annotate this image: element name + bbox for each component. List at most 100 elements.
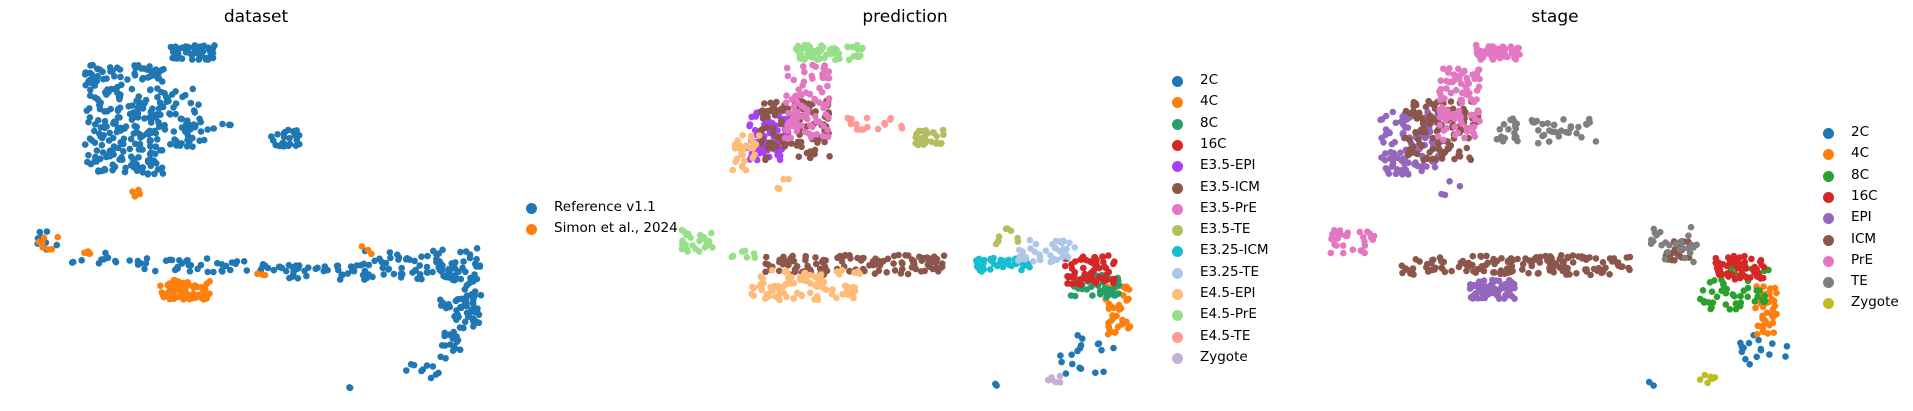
data-point [883, 269, 890, 276]
data-point [1402, 134, 1409, 142]
data-point [1690, 258, 1697, 266]
data-point [1088, 276, 1095, 284]
data-point [1456, 148, 1463, 155]
legend-label: E4.5-PrE [1200, 306, 1257, 323]
data-point [101, 165, 108, 173]
data-point [117, 127, 124, 134]
data-point [1437, 77, 1445, 84]
data-point [784, 127, 792, 135]
data-point [1549, 128, 1556, 136]
data-point [87, 62, 94, 69]
data-point [178, 260, 186, 267]
data-point [1741, 258, 1749, 266]
data-point [141, 115, 148, 122]
data-point [843, 283, 850, 290]
data-point [1519, 260, 1527, 268]
data-point [1766, 351, 1773, 358]
data-point [1061, 262, 1069, 270]
data-point [1451, 131, 1459, 139]
data-point [1100, 368, 1107, 376]
data-point [185, 44, 193, 51]
legend-label: E3.5-ICM [1200, 178, 1260, 195]
data-point [1429, 146, 1436, 153]
data-point [1723, 285, 1730, 293]
data-point [829, 286, 836, 293]
legend-marker-icon [1172, 139, 1183, 151]
data-point [824, 133, 832, 141]
data-point [1700, 297, 1708, 305]
data-point [779, 107, 786, 114]
data-point [751, 142, 759, 149]
data-point [1746, 361, 1753, 368]
data-point [1107, 317, 1115, 325]
data-point [1066, 239, 1073, 247]
data-point [768, 145, 776, 152]
data-point [153, 111, 160, 118]
data-point [423, 263, 431, 271]
data-point [1534, 139, 1542, 147]
data-point [1573, 130, 1580, 137]
data-point [1105, 252, 1112, 259]
data-point [1349, 246, 1357, 253]
data-point [1619, 263, 1626, 270]
data-point [402, 255, 410, 263]
data-point [784, 269, 791, 277]
data-point [1044, 376, 1052, 384]
data-point [1450, 71, 1458, 78]
data-point [796, 273, 804, 281]
data-point [1399, 171, 1406, 178]
data-point [185, 261, 192, 269]
data-point [1479, 284, 1486, 292]
data-point [1077, 342, 1085, 349]
data-point [790, 76, 797, 84]
data-point [729, 253, 737, 260]
data-point [115, 144, 122, 152]
data-point [1718, 271, 1726, 278]
data-point [1063, 245, 1070, 253]
data-point [218, 261, 226, 268]
data-point [1664, 248, 1671, 256]
data-point [922, 127, 930, 134]
data-point [938, 140, 945, 147]
data-point [135, 186, 142, 194]
data-point [822, 111, 830, 118]
data-point [324, 266, 331, 274]
data-point [275, 142, 283, 150]
data-point [846, 252, 853, 259]
legend-marker-icon [1172, 76, 1183, 87]
data-point [757, 273, 765, 281]
data-point [1752, 268, 1760, 275]
data-point [286, 135, 293, 142]
data-point [853, 52, 861, 59]
data-point [696, 237, 703, 245]
data-point [819, 132, 827, 140]
data-point [1564, 265, 1571, 272]
data-point [130, 130, 138, 137]
data-point [1650, 382, 1657, 389]
data-point [210, 125, 217, 132]
data-point [806, 90, 814, 98]
data-point [1599, 259, 1607, 266]
data-point [103, 75, 110, 82]
data-point [1540, 131, 1548, 139]
data-point [100, 255, 108, 263]
data-point [397, 274, 405, 281]
data-point [762, 260, 769, 268]
prediction-scatter-plot [678, 41, 1134, 389]
data-point [429, 268, 436, 276]
data-point [1685, 232, 1692, 239]
data-point [1522, 255, 1529, 262]
data-point [360, 260, 368, 268]
data-point [874, 125, 882, 133]
data-point [86, 105, 93, 112]
data-point [275, 263, 283, 271]
data-point [1474, 265, 1481, 273]
data-point [156, 123, 163, 131]
data-point [774, 133, 781, 141]
data-point [433, 255, 440, 263]
data-point [1393, 166, 1401, 173]
data-point [1412, 159, 1419, 166]
data-point [1124, 325, 1132, 332]
data-point [191, 45, 199, 53]
data-point [1115, 281, 1123, 289]
